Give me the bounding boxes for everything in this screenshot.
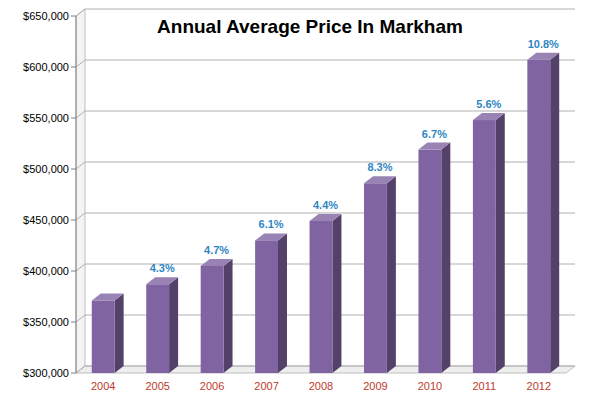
category-label: 2006 (200, 380, 224, 392)
bar-side (496, 113, 505, 373)
y-axis-line (76, 16, 77, 373)
bar-side (550, 53, 559, 373)
bar (146, 284, 169, 373)
tick-mark (71, 271, 76, 272)
bar-top (527, 53, 559, 60)
bar-top (92, 294, 124, 301)
annotation: 6.7% (422, 128, 447, 140)
category-label: 2011 (473, 380, 497, 392)
tick-label: $500,000 (23, 163, 69, 175)
category-label: 2005 (145, 380, 169, 392)
bar-top (201, 259, 233, 266)
bar-side (441, 143, 450, 373)
annotation: 5.6% (476, 98, 501, 110)
bar-top (310, 214, 342, 221)
grid-line (76, 9, 575, 16)
tick-mark (71, 16, 76, 17)
tick-mark (71, 220, 76, 221)
category-label: 2010 (418, 380, 442, 392)
bar-top (418, 143, 450, 150)
tick-label: $450,000 (23, 214, 69, 226)
bar (255, 240, 278, 373)
category-label: 2004 (91, 380, 115, 392)
category-label: 2007 (254, 380, 278, 392)
bar-side (115, 294, 124, 373)
bar-side (169, 277, 178, 373)
bar-side (387, 176, 396, 373)
tick-mark (71, 169, 76, 170)
bars (92, 53, 559, 373)
tick-label: $650,000 (23, 10, 69, 22)
bar-top (255, 233, 287, 240)
bar-side (278, 233, 287, 373)
category-label: 2008 (309, 380, 333, 392)
bar (310, 221, 333, 373)
tick-label: $600,000 (23, 61, 69, 73)
annotation: 4.7% (204, 244, 229, 256)
category-label: 2009 (363, 380, 387, 392)
bar-side (224, 259, 233, 373)
tick-mark (71, 322, 76, 323)
annotation: 10.8% (528, 38, 559, 50)
bar-top (473, 113, 505, 120)
title-background (153, 16, 467, 37)
bar-top (364, 176, 396, 183)
grid-line (76, 60, 575, 67)
annotation: 4.3% (150, 262, 175, 274)
tick-label: $300,000 (23, 367, 69, 379)
chart: $300,000 $350,000 $400,000 $450,000 $500,000… (0, 0, 600, 407)
bar (201, 266, 224, 373)
tick-label: $400,000 (23, 265, 69, 277)
category-label: 2012 (527, 380, 551, 392)
title: Annual Average Price In Markham (157, 16, 463, 37)
tick-label: $550,000 (23, 112, 69, 124)
bar (364, 183, 387, 373)
bar (92, 301, 115, 373)
tick-mark (71, 373, 76, 374)
annotation: 4.4% (313, 199, 338, 211)
bar-top (146, 277, 178, 284)
annotation: 6.1% (259, 218, 284, 230)
bar (527, 60, 550, 373)
chart-container: $300,000 $350,000 $400,000 $450,000 $500,000… (0, 0, 600, 407)
bar (473, 120, 496, 373)
tick-label: $350,000 (23, 316, 69, 328)
annotation: 8.3% (367, 161, 392, 173)
tick-mark (71, 67, 76, 68)
tick-mark (71, 118, 76, 119)
bar-side (332, 214, 341, 373)
bar (418, 150, 441, 373)
